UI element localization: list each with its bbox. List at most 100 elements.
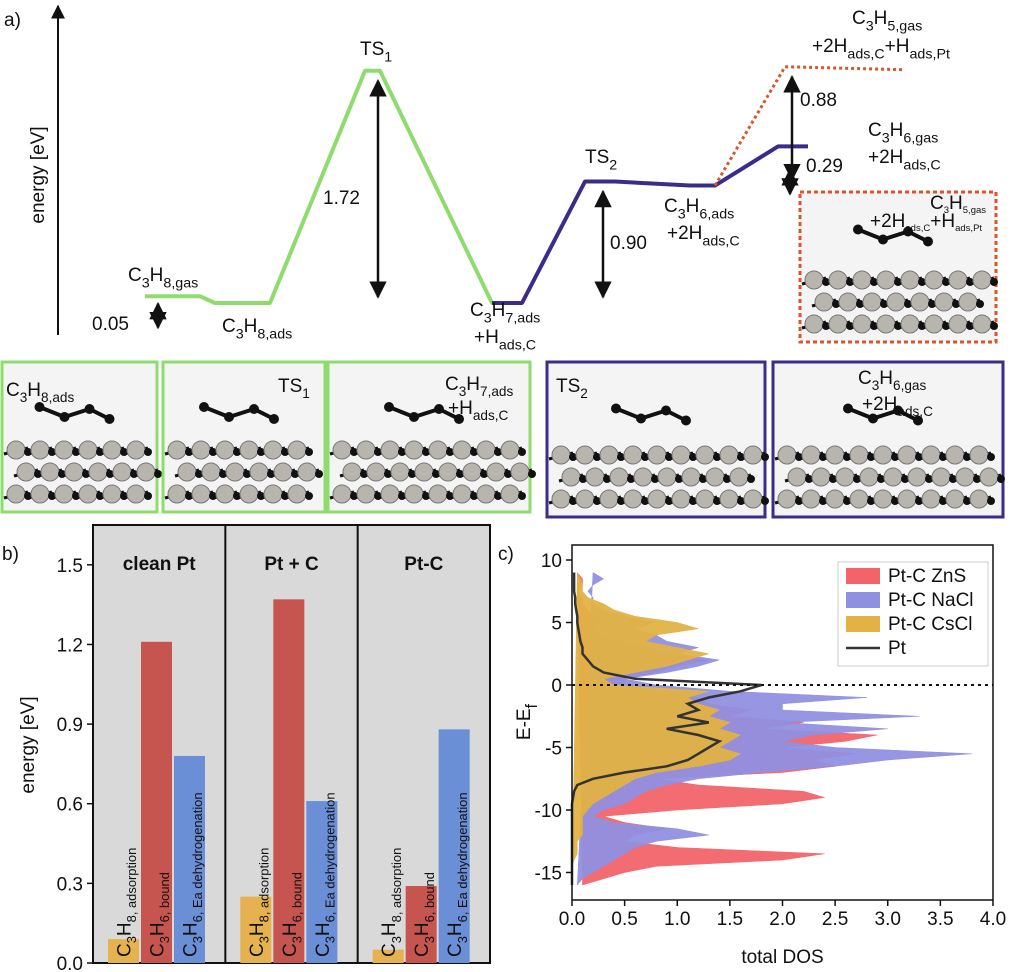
- atom: [414, 462, 434, 482]
- molecule-atom: [878, 234, 888, 245]
- subscript: 8, adsorption: [124, 848, 139, 923]
- atom: [88, 462, 108, 482]
- bar: [273, 599, 305, 963]
- snapshot: [161, 360, 327, 514]
- molecule: [38, 405, 111, 421]
- carbon: [305, 448, 313, 456]
- atom: [787, 467, 807, 487]
- subscript: 8,ads: [257, 326, 292, 342]
- text-part: C: [470, 300, 484, 321]
- carbon: [976, 300, 984, 308]
- subscript: 3: [20, 390, 28, 405]
- atom: [633, 467, 653, 487]
- molecule: [847, 406, 919, 423]
- atom: [862, 292, 882, 312]
- text-part: H: [879, 368, 893, 389]
- snapshot-label: C3H6,gas: [858, 368, 926, 393]
- snapshot-label: TS2: [556, 376, 588, 401]
- text-part: TS: [585, 147, 609, 168]
- bar: [240, 896, 272, 963]
- atom: [811, 467, 831, 487]
- text-part: +2H: [862, 394, 897, 415]
- carbon: [154, 470, 162, 478]
- x-tick-label: 0.5: [611, 909, 637, 930]
- atom: [239, 484, 259, 504]
- bar-label: C3H8, adsorption: [379, 848, 404, 957]
- subscript: ads,C: [847, 46, 884, 62]
- x-tick-label: 3.5: [927, 909, 953, 930]
- subscript: ads,C: [903, 157, 940, 173]
- text-part: C: [148, 943, 169, 957]
- subscript: 3: [236, 326, 244, 342]
- carbon: [761, 497, 769, 505]
- atom: [695, 445, 715, 465]
- atom: [126, 484, 146, 504]
- atom: [828, 270, 848, 290]
- atom: [671, 445, 691, 465]
- text-part: H: [247, 922, 268, 936]
- panel-label: c): [498, 544, 514, 565]
- atom: [366, 462, 386, 482]
- text-part: C: [664, 196, 678, 217]
- atom: [126, 440, 146, 460]
- molecule-atom: [454, 414, 464, 424]
- atom: [924, 270, 944, 290]
- y-tick-label: 0.3: [57, 874, 83, 895]
- legend-label: Pt: [888, 638, 907, 659]
- atom: [78, 440, 98, 460]
- x-tick-label: 1.0: [664, 909, 690, 930]
- molecule-atom: [923, 236, 933, 247]
- subscript: 6, Ea dehydrogenation: [455, 792, 470, 922]
- text-part: H: [949, 193, 963, 214]
- subscript: 3: [872, 378, 880, 393]
- state-label: +2Hads,C+Hads,Pt: [812, 36, 950, 62]
- atom: [719, 489, 739, 509]
- text-part: C: [412, 943, 433, 957]
- atom: [945, 445, 965, 465]
- molecule-atom: [913, 415, 923, 426]
- atom: [54, 484, 74, 504]
- atom: [225, 462, 245, 482]
- state-label: TS2: [585, 147, 617, 173]
- atom: [380, 484, 400, 504]
- atom: [585, 467, 605, 487]
- atom: [921, 445, 941, 465]
- atom: [263, 484, 283, 504]
- state-label: TS1: [360, 39, 392, 65]
- y-tick-label: 0.0: [57, 954, 83, 972]
- text-part: C: [858, 368, 872, 389]
- atom: [112, 462, 132, 482]
- subscript: 8,gas: [163, 275, 198, 291]
- x-tick-label: 4.0: [980, 909, 1006, 930]
- text-part: H: [280, 922, 301, 936]
- atom: [777, 489, 797, 509]
- atom: [873, 445, 893, 465]
- atom: [356, 440, 376, 460]
- text-part: H: [466, 374, 480, 395]
- text-part: TS: [278, 376, 302, 397]
- snapshot-label: +Hads,C: [448, 398, 509, 423]
- atom: [191, 440, 211, 460]
- atom: [500, 484, 520, 504]
- molecule: [615, 406, 687, 423]
- difference-label: 0.29: [806, 156, 843, 177]
- atom: [609, 467, 629, 487]
- atom: [948, 314, 968, 334]
- atom: [838, 292, 858, 312]
- text-part: +H: [930, 211, 955, 232]
- x-tick-label: 0.0: [559, 909, 585, 930]
- bar: [108, 939, 139, 963]
- carbon: [518, 448, 526, 456]
- atom: [931, 467, 951, 487]
- subscript: 3: [866, 18, 874, 34]
- atom: [476, 484, 496, 504]
- bar: [372, 949, 404, 963]
- molecule-atom: [868, 413, 878, 424]
- text-part: C: [222, 316, 236, 337]
- text-part: C: [280, 943, 301, 957]
- subscript: ads,Pt: [955, 223, 982, 234]
- subscript: 6,ads: [699, 206, 734, 222]
- molecule-atom: [636, 413, 646, 424]
- x-tick-label: 3.0: [875, 909, 901, 930]
- panel-label: a): [4, 10, 21, 31]
